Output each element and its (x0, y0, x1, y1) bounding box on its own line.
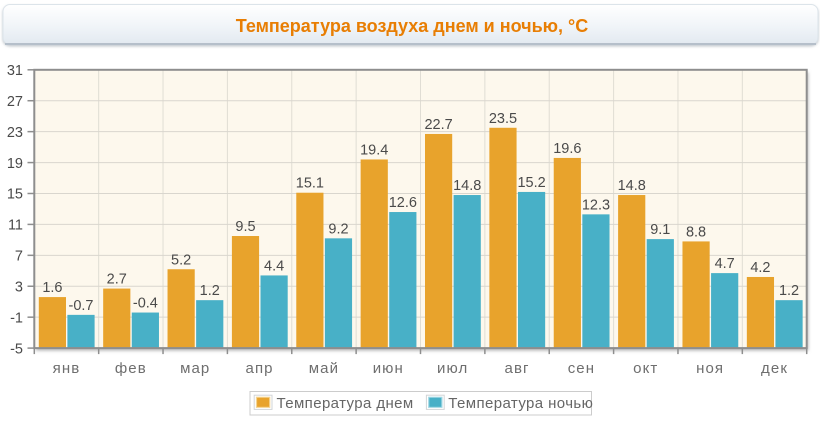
svg-text:окт: окт (633, 360, 658, 377)
svg-text:ноя: ноя (696, 360, 724, 377)
svg-text:11: 11 (8, 218, 23, 234)
svg-text:Температура воздуха днем и ноч: Температура воздуха днем и ночью, °C (236, 16, 589, 36)
svg-text:9.2: 9.2 (328, 221, 348, 237)
svg-text:мар: мар (180, 360, 210, 377)
svg-text:дек: дек (761, 360, 788, 377)
svg-text:-5: -5 (10, 341, 23, 357)
svg-text:1.6: 1.6 (42, 280, 62, 296)
svg-text:авг: авг (505, 360, 530, 377)
svg-text:23.5: 23.5 (489, 111, 517, 127)
svg-text:-1: -1 (10, 310, 23, 326)
svg-text:19.4: 19.4 (360, 142, 388, 158)
svg-text:27: 27 (7, 94, 23, 110)
svg-text:5.2: 5.2 (171, 252, 191, 268)
svg-text:1.2: 1.2 (779, 283, 799, 299)
svg-text:сен: сен (568, 360, 595, 377)
svg-text:8.8: 8.8 (686, 224, 706, 240)
svg-text:31: 31 (7, 63, 23, 79)
svg-text:14.8: 14.8 (453, 178, 481, 194)
svg-text:-0.4: -0.4 (133, 296, 158, 312)
svg-text:май: май (309, 360, 339, 377)
svg-text:-0.7: -0.7 (69, 298, 94, 314)
svg-text:фев: фев (115, 360, 147, 377)
svg-text:15.2: 15.2 (517, 175, 545, 191)
svg-text:7: 7 (15, 249, 23, 265)
svg-text:12.3: 12.3 (582, 197, 610, 213)
svg-text:Температура днем: Температура днем (277, 395, 414, 412)
svg-text:1.2: 1.2 (200, 283, 220, 299)
svg-text:12.6: 12.6 (389, 195, 417, 211)
svg-text:9.5: 9.5 (235, 219, 255, 235)
svg-text:23: 23 (7, 125, 23, 141)
svg-text:июл: июл (437, 360, 468, 377)
svg-text:Температура ночью: Температура ночью (448, 395, 593, 412)
svg-text:3: 3 (15, 279, 23, 295)
svg-text:4.2: 4.2 (750, 260, 770, 276)
svg-text:15: 15 (7, 187, 23, 203)
svg-text:22.7: 22.7 (424, 117, 452, 133)
svg-text:15.1: 15.1 (296, 176, 324, 192)
svg-text:14.8: 14.8 (618, 178, 646, 194)
svg-text:июн: июн (373, 360, 404, 377)
svg-text:19: 19 (7, 156, 23, 172)
svg-text:янв: янв (53, 360, 81, 377)
svg-text:9.1: 9.1 (650, 222, 670, 238)
svg-text:19.6: 19.6 (553, 141, 581, 157)
svg-text:4.7: 4.7 (715, 256, 735, 272)
svg-text:2.7: 2.7 (107, 272, 127, 288)
svg-text:4.4: 4.4 (264, 258, 284, 274)
svg-text:апр: апр (246, 360, 274, 377)
